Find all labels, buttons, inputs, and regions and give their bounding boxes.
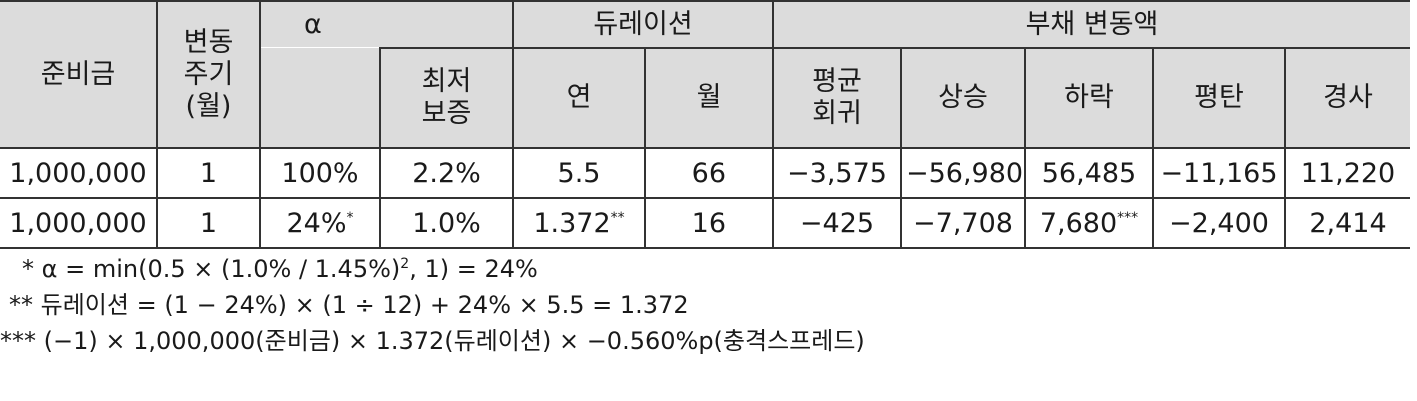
header-year: 연 <box>512 47 646 149</box>
cell-month: 16 <box>644 197 774 249</box>
cell-fall: 7,680*** <box>1024 197 1154 249</box>
table-row: 1,000,000 1 100% 2.2% 5.5 66 −3,575 −56,… <box>0 147 1410 199</box>
table-row: 1,000,000 1 24%* 1.0% 1.372** 16 −425 −7… <box>0 197 1410 249</box>
cell-alpha: 100% <box>259 147 381 199</box>
cell-year: 5.5 <box>512 147 646 199</box>
header-min-guarantee-line2: 보증 <box>421 98 472 129</box>
header-flat: 평탄 <box>1152 47 1286 149</box>
cell-steep: 11,220 <box>1284 147 1410 199</box>
header-alpha: α <box>259 0 514 48</box>
cell-reserve: 1,000,000 <box>0 197 158 249</box>
cell-min-guarantee: 1.0% <box>379 197 514 249</box>
header-reserve: 준비금 <box>0 0 158 149</box>
cell-reserve: 1,000,000 <box>0 147 158 199</box>
header-period: 변동 주기 (월) <box>156 0 261 149</box>
cell-alpha: 24%* <box>259 197 381 249</box>
cell-alpha-value: 100% <box>281 157 359 189</box>
cell-mean-reversion: −425 <box>772 197 902 249</box>
cell-period: 1 <box>156 197 261 249</box>
header-duration: 듀레이션 <box>512 0 774 49</box>
cell-alpha-mark: * <box>346 209 354 226</box>
footnote-liability: *** (−1) × 1,000,000(준비금) × 1.372(듀레이션) … <box>0 327 865 355</box>
header-min-guarantee-line1: 최저 <box>421 66 472 97</box>
cell-fall: 56,485 <box>1024 147 1154 199</box>
data-table: 준비금 변동 주기 (월) α 듀레이션 부채 변동액 최저 보증 연 월 평균… <box>0 0 1410 249</box>
cell-month: 66 <box>644 147 774 199</box>
header-period-line1: 변동 <box>183 26 234 58</box>
cell-mean-reversion: −3,575 <box>772 147 902 199</box>
cell-year: 1.372** <box>512 197 646 249</box>
header-mean-reversion: 평균 회귀 <box>772 47 902 149</box>
header-steep: 경사 <box>1284 47 1410 149</box>
header-mean-reversion-line2: 회귀 <box>812 98 862 129</box>
cell-year-value: 5.5 <box>557 157 601 189</box>
cell-min-guarantee: 2.2% <box>379 147 514 199</box>
footnotes: * α = min(0.5 × (1.0% / 1.45%)2, 1) = 24… <box>0 251 1417 359</box>
footnote-alpha-exponent: 2 <box>400 256 410 272</box>
cell-flat: −11,165 <box>1152 147 1286 199</box>
footnote-alpha: * α = min(0.5 × (1.0% / 1.45%)2, 1) = 24… <box>0 251 1417 287</box>
header-month: 월 <box>644 47 774 149</box>
cell-fall-value: 56,485 <box>1041 157 1137 189</box>
footnote-duration: ** 듀레이션 = (1 − 24%) × (1 ÷ 12) + 24% × 5… <box>9 291 689 319</box>
cell-year-mark: ** <box>610 209 625 226</box>
header-alpha-blank <box>260 48 381 149</box>
cell-rise: −56,980 <box>900 147 1026 199</box>
header-period-line2: 주기 <box>183 58 234 90</box>
header-mean-reversion-line1: 평균 <box>812 66 862 97</box>
cell-year-value: 1.372 <box>533 207 611 239</box>
cell-fall-mark: *** <box>1117 209 1139 226</box>
header-rise: 상승 <box>900 47 1026 149</box>
cell-rise: −7,708 <box>900 197 1026 249</box>
cell-steep: 2,414 <box>1284 197 1410 249</box>
footnote-alpha-a: * α = min(0.5 × (1.0% / 1.45%) <box>22 255 401 283</box>
header-min-guarantee: 최저 보증 <box>379 47 514 149</box>
header-liability-change: 부채 변동액 <box>772 0 1410 49</box>
cell-flat: −2,400 <box>1152 197 1286 249</box>
header-period-line3: (월) <box>185 90 232 122</box>
header-fall: 하락 <box>1024 47 1154 149</box>
cell-fall-value: 7,680 <box>1039 207 1118 239</box>
footnote-alpha-b: , 1) = 24% <box>409 255 538 283</box>
cell-period: 1 <box>156 147 261 199</box>
cell-alpha-value: 24% <box>286 207 347 239</box>
